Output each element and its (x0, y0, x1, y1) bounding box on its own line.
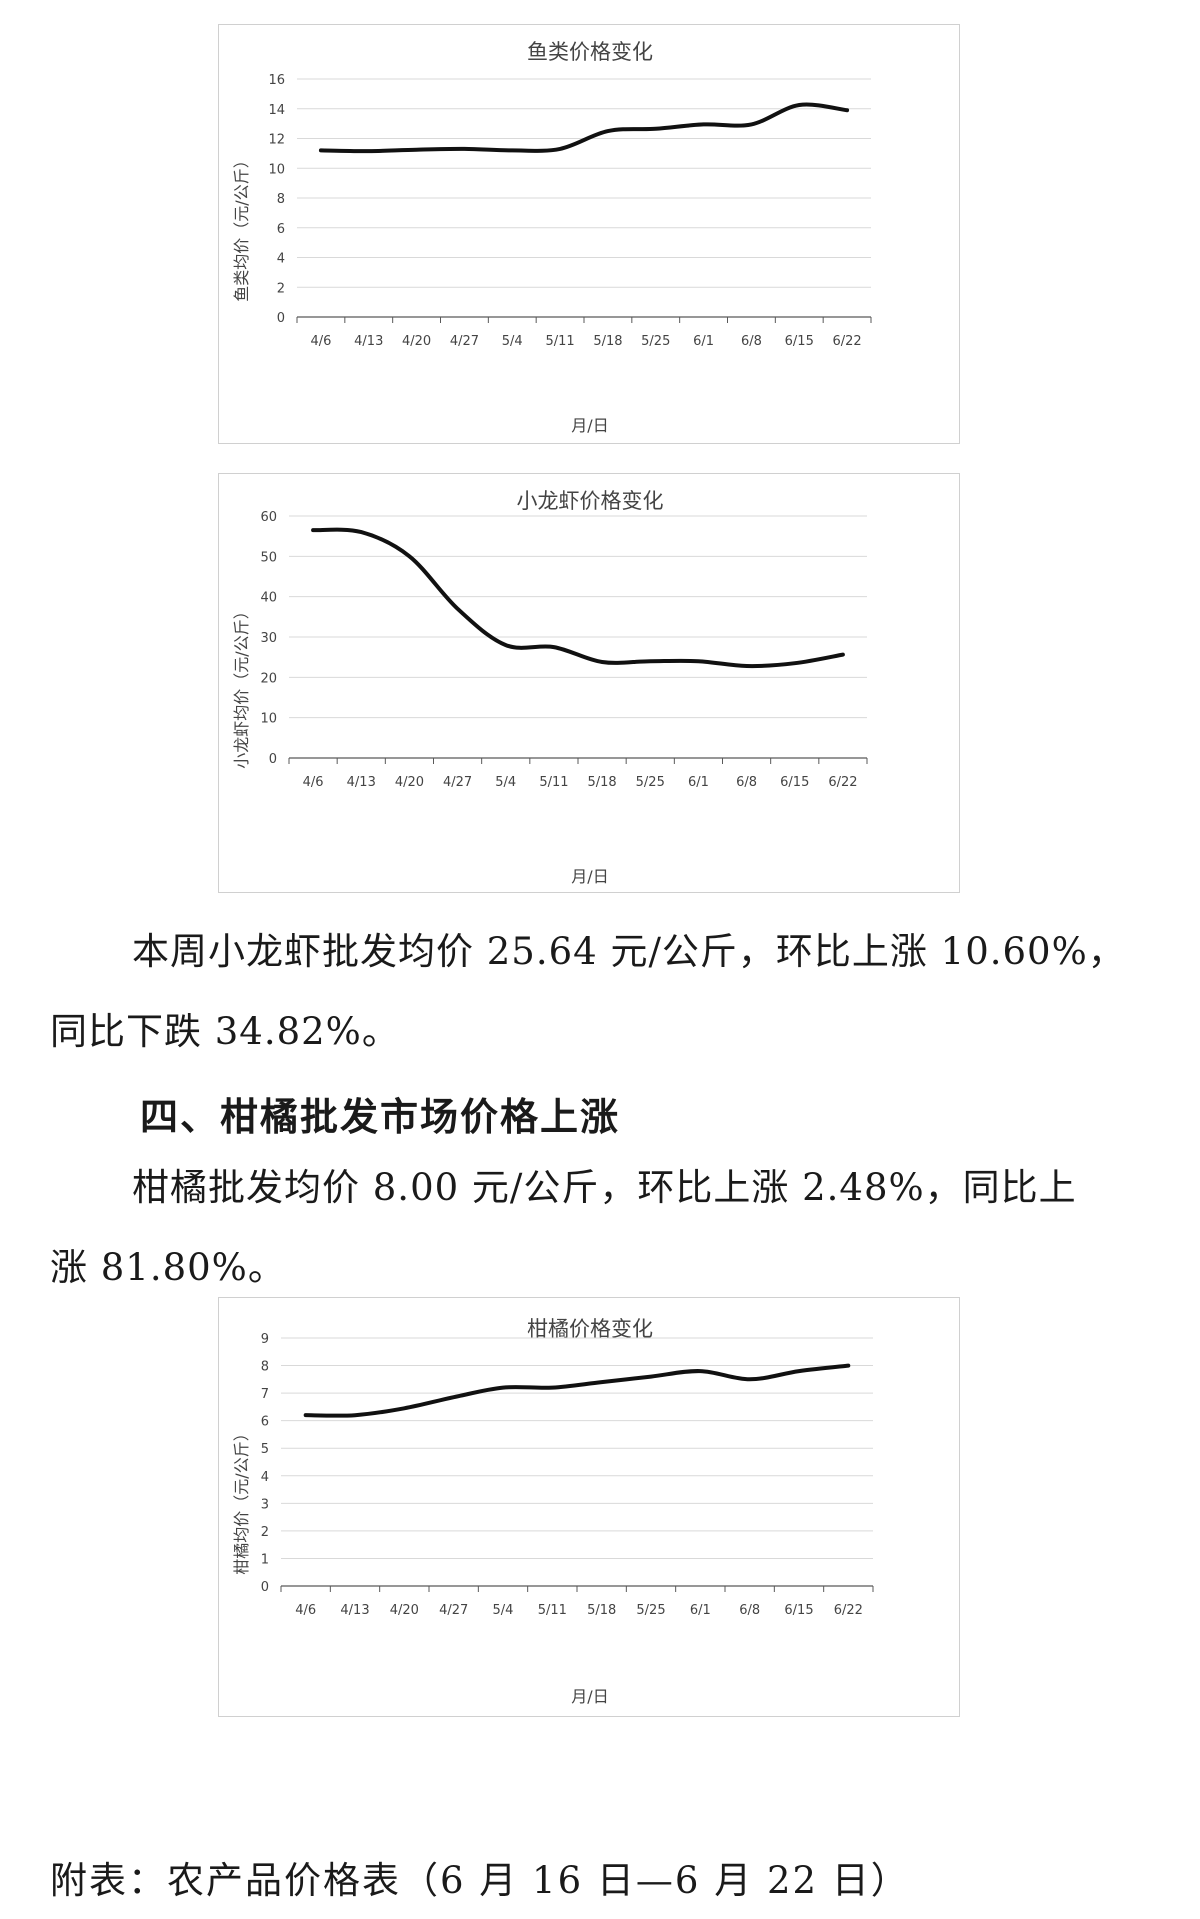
y-tick-label: 1 (261, 1552, 269, 1567)
y-axis-label: 小龙虾均价（元/公斤） (232, 603, 251, 768)
x-tick-label: 6/1 (693, 334, 714, 349)
y-tick-label: 6 (261, 1415, 269, 1430)
y-tick-label: 0 (269, 752, 277, 767)
y-axis-label: 鱼类均价（元/公斤） (232, 152, 251, 301)
x-axis-label: 月/日 (571, 867, 608, 886)
y-tick-label: 10 (260, 712, 277, 727)
citrus-price-chart-svg: 柑橘价格变化 月/日 柑橘均价（元/公斤） 0 1 2 3 4 5 6 7 8 9 4/6 4/13 4… (232, 1317, 874, 1706)
y-tick-label: 0 (277, 311, 285, 326)
x-tick-label: 5/11 (545, 334, 574, 349)
crayfish-summary-paragraph: 本周小龙虾批发均价 25.64 元/公斤，环比上涨 10.60%， 同比下跌 3… (50, 912, 1160, 1072)
x-tick-label: 5/11 (538, 1603, 567, 1618)
x-tick-label: 4/20 (395, 775, 424, 790)
y-tick-label: 8 (277, 192, 285, 207)
y-tick-label: 50 (260, 550, 277, 565)
x-tick-label: 6/22 (834, 1603, 863, 1618)
x-tick-label: 4/13 (347, 775, 376, 790)
fish-price-chart: 鱼类价格变化 月/日 鱼类均价（元/公斤） 0 2 4 6 8 10 12 14 16 4/6 4/… (218, 24, 960, 444)
x-tick-label: 5/18 (593, 334, 622, 349)
appendix-caption: 附表：农产品价格表（6 月 16 日—6 月 22 日） (50, 1859, 910, 1902)
x-tick-label: 4/6 (310, 334, 331, 349)
paragraph-line: 涨 81.80%。 (50, 1246, 286, 1289)
x-tick-label: 5/4 (493, 1603, 514, 1618)
paragraph-line: 本周小龙虾批发均价 25.64 元/公斤，环比上涨 10.60%， (50, 912, 1160, 992)
x-tick-label: 6/22 (828, 775, 857, 790)
paragraph-line: 同比下跌 34.82%。 (50, 1010, 400, 1053)
series-line (303, 1363, 851, 1418)
x-tick-label: 6/8 (736, 775, 757, 790)
x-tick-label: 4/27 (439, 1603, 468, 1618)
x-tick-label: 5/4 (495, 775, 516, 790)
chart-title: 鱼类价格变化 (527, 40, 653, 64)
x-axis-label: 月/日 (571, 416, 608, 435)
x-tick-label: 5/25 (636, 1603, 665, 1618)
y-tick-label: 8 (261, 1360, 269, 1375)
y-tick-label: 10 (268, 162, 285, 177)
y-tick-label: 40 (260, 591, 277, 606)
x-tick-label: 5/4 (502, 334, 523, 349)
x-tick-label: 5/18 (587, 1603, 616, 1618)
y-tick-label: 2 (261, 1525, 269, 1540)
x-tick-label: 6/1 (688, 775, 709, 790)
x-tick-label: 4/27 (443, 775, 472, 790)
fish-price-chart-svg: 鱼类价格变化 月/日 鱼类均价（元/公斤） 0 2 4 6 8 10 12 14 16 4/6 4/… (232, 40, 872, 435)
x-tick-label: 4/20 (390, 1603, 419, 1618)
x-tick-label: 4/20 (402, 334, 431, 349)
y-axis-label: 柑橘均价（元/公斤） (232, 1425, 251, 1574)
x-axis-label: 月/日 (571, 1687, 608, 1706)
series-line (318, 102, 850, 154)
y-tick-label: 30 (260, 631, 277, 646)
y-tick-label: 60 (260, 510, 277, 525)
citrus-price-chart: 柑橘价格变化 月/日 柑橘均价（元/公斤） 0 1 2 3 4 5 6 7 8 9 4/6 4/13 4… (218, 1297, 960, 1717)
y-tick-label: 6 (277, 222, 285, 237)
x-tick-label: 4/13 (340, 1603, 369, 1618)
chart-title: 柑橘价格变化 (527, 1317, 653, 1341)
x-tick-label: 4/6 (295, 1603, 316, 1618)
x-tick-label: 5/11 (539, 775, 568, 790)
x-tick-label: 4/6 (303, 775, 324, 790)
x-tick-label: 6/22 (832, 334, 861, 349)
series-line (311, 527, 845, 669)
x-tick-label: 6/15 (785, 334, 814, 349)
x-tick-label: 4/27 (450, 334, 479, 349)
x-tick-label: 6/15 (780, 775, 809, 790)
y-tick-label: 14 (268, 103, 285, 118)
citrus-summary-paragraph: 柑橘批发均价 8.00 元/公斤，环比上涨 2.48%，同比上 涨 81.80%… (50, 1148, 1160, 1308)
y-tick-label: 12 (268, 133, 285, 148)
crayfish-price-chart: 小龙虾价格变化 月/日 小龙虾均价（元/公斤） 0 10 20 30 40 50 60 4/6… (218, 473, 960, 893)
section-heading: 四、柑橘批发市场价格上涨 (140, 1095, 621, 1139)
x-tick-label: 5/25 (636, 775, 665, 790)
paragraph-text: 柑橘批发均价 8.00 元/公斤，环比上涨 2.48%，同比上 (132, 1166, 1077, 1209)
chart-title: 小龙虾价格变化 (517, 489, 664, 513)
x-tick-label: 6/15 (784, 1603, 813, 1618)
y-tick-label: 9 (261, 1332, 269, 1347)
x-tick-label: 6/1 (690, 1603, 711, 1618)
x-tick-label: 5/25 (641, 334, 670, 349)
y-tick-label: 4 (277, 252, 285, 267)
y-tick-label: 20 (260, 671, 277, 686)
y-tick-label: 3 (261, 1497, 269, 1512)
x-tick-label: 6/8 (741, 334, 762, 349)
x-tick-label: 6/8 (739, 1603, 760, 1618)
y-tick-label: 2 (277, 281, 285, 296)
x-tick-label: 4/13 (354, 334, 383, 349)
y-tick-label: 0 (261, 1580, 269, 1595)
y-tick-label: 5 (261, 1442, 269, 1457)
x-tick-label: 5/18 (587, 775, 616, 790)
crayfish-price-chart-svg: 小龙虾价格变化 月/日 小龙虾均价（元/公斤） 0 10 20 30 40 50 60 4/6… (232, 489, 868, 886)
y-tick-label: 7 (261, 1387, 269, 1402)
y-tick-label: 4 (261, 1470, 269, 1485)
y-tick-label: 16 (268, 73, 285, 88)
paragraph-text: 本周小龙虾批发均价 25.64 元/公斤，环比上涨 10.60%， (132, 930, 1126, 973)
paragraph-line: 柑橘批发均价 8.00 元/公斤，环比上涨 2.48%，同比上 (50, 1148, 1160, 1228)
